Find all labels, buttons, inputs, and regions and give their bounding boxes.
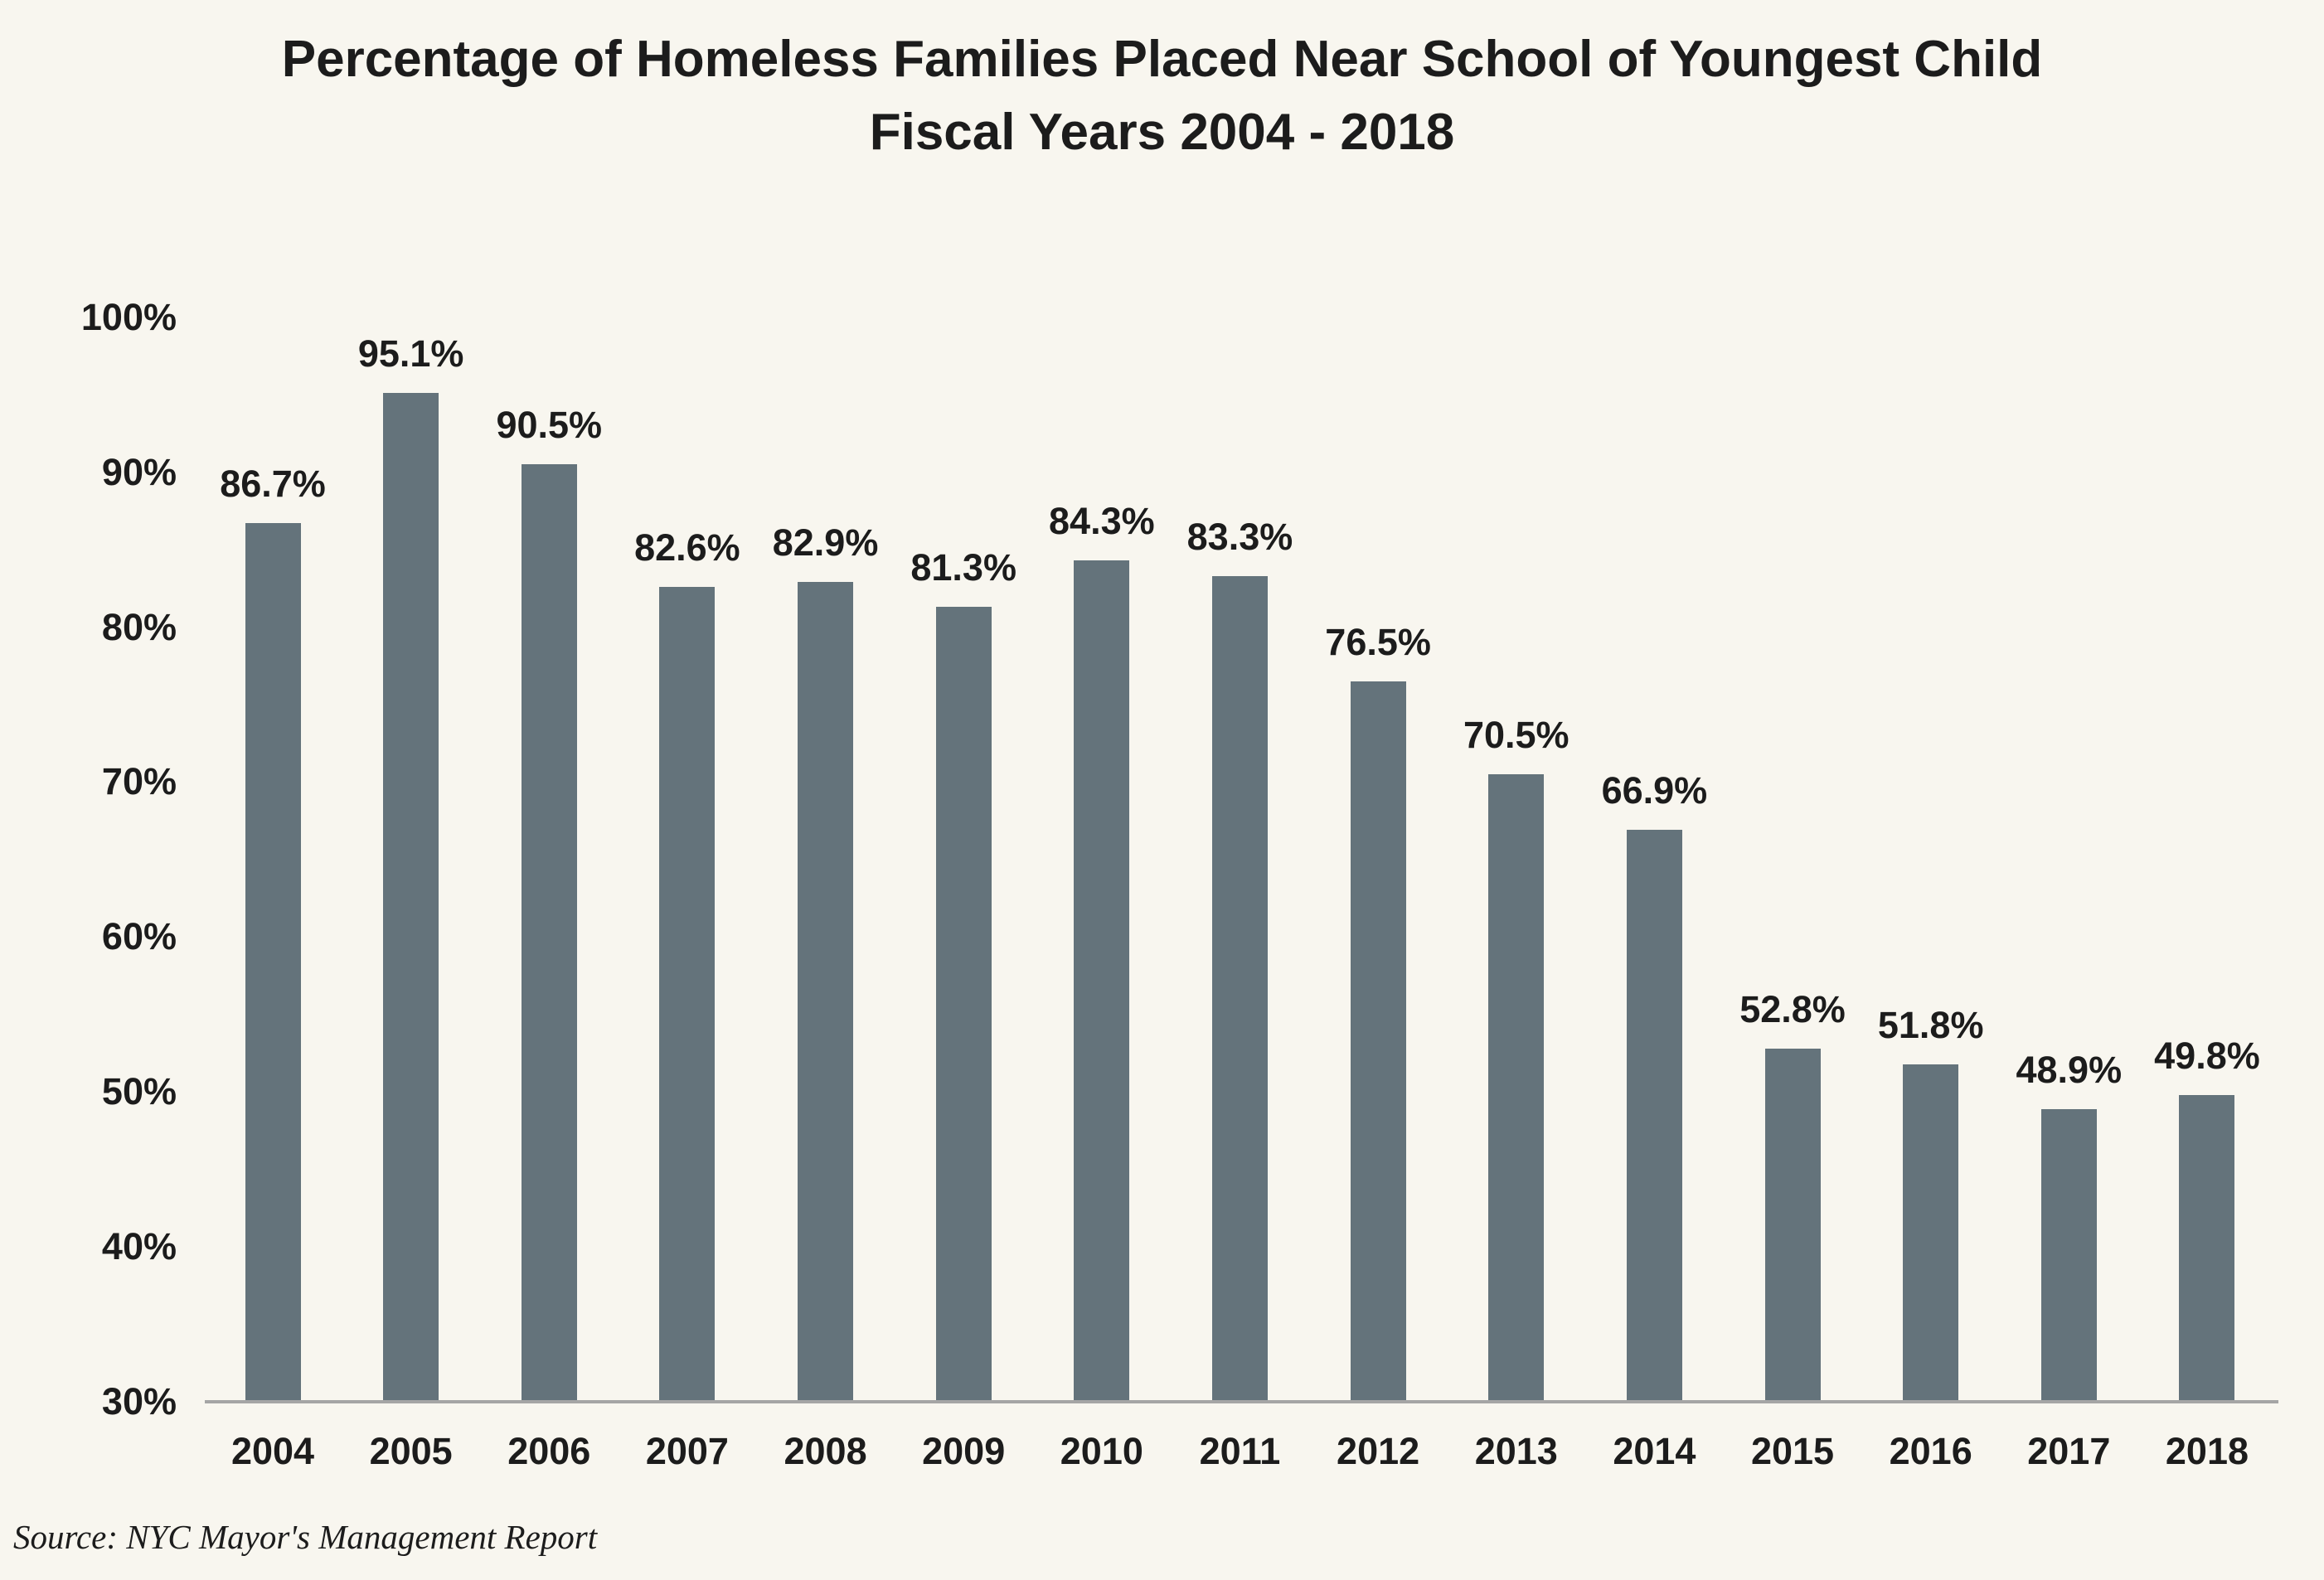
value-label-2015: 52.8% [1739, 987, 1846, 1030]
x-axis-label-2010: 2010 [1060, 1430, 1143, 1472]
x-axis-label-2009: 2009 [922, 1430, 1006, 1472]
x-axis-label-2014: 2014 [1613, 1430, 1696, 1472]
x-axis-label-2005: 2005 [369, 1430, 453, 1472]
value-label-2008: 82.9% [772, 521, 879, 565]
value-label-2006: 90.5% [496, 404, 603, 447]
x-axis-label-2013: 2013 [1474, 1430, 1558, 1472]
value-label-2004: 86.7% [220, 463, 326, 506]
value-label-2013: 70.5% [1463, 714, 1570, 757]
bar-2006 [521, 464, 577, 1403]
x-axis-label-2015: 2015 [1750, 1430, 1835, 1472]
bar-2010 [1074, 560, 1130, 1403]
y-axis-tick-label-90: 90% [101, 450, 177, 493]
x-axis-label-2008: 2008 [784, 1430, 867, 1472]
y-axis-tick-label-70: 70% [101, 760, 177, 803]
x-axis-label-2012: 2012 [1337, 1430, 1420, 1472]
bar-2017 [2040, 1108, 2097, 1403]
x-axis-label-2017: 2017 [2027, 1430, 2111, 1472]
chart-title-line1: Percentage of Homeless Families Placed N… [281, 31, 2043, 88]
bar-2016 [1903, 1064, 1959, 1403]
bar-2009 [935, 607, 992, 1403]
bar-2011 [1211, 575, 1268, 1403]
x-axis-label-2011: 2011 [1199, 1430, 1281, 1472]
x-axis-label-2004: 2004 [230, 1430, 315, 1472]
value-label-2016: 51.8% [1877, 1003, 1984, 1046]
y-axis-tick-label-50: 50% [101, 1070, 177, 1113]
bar-2013 [1488, 774, 1545, 1403]
bar-2007 [659, 586, 716, 1403]
bar-2018 [2179, 1094, 2235, 1403]
chart-title-line2: Fiscal Years 2004 - 2018 [869, 104, 1455, 161]
y-axis-tick-label-80: 80% [101, 605, 177, 648]
source-note: Source: NYC Mayor's Management Report [13, 1518, 598, 1556]
y-axis-tick-label-40: 40% [101, 1225, 177, 1268]
bar-2004 [245, 523, 301, 1403]
chart-title: Percentage of Homeless Families Placed N… [0, 23, 2324, 169]
bar-2014 [1626, 830, 1682, 1403]
x-axis-label-2006: 2006 [507, 1430, 591, 1472]
x-axis-label-2016: 2016 [1889, 1430, 1972, 1472]
value-label-2017: 48.9% [2016, 1048, 2123, 1091]
y-axis-tick-label-60: 60% [101, 915, 177, 958]
y-axis-tick-label-30: 30% [101, 1380, 177, 1422]
bar-2015 [1764, 1048, 1821, 1403]
value-label-2018: 49.8% [2154, 1034, 2260, 1077]
value-label-2012: 76.5% [1325, 620, 1431, 663]
bar-2008 [798, 582, 854, 1403]
value-label-2010: 84.3% [1049, 500, 1155, 543]
y-axis-tick-label-100: 100% [80, 295, 177, 338]
x-axis-label-2007: 2007 [645, 1430, 729, 1472]
bar-2005 [383, 393, 439, 1403]
x-axis-label-2018: 2018 [2165, 1430, 2249, 1472]
value-label-2014: 66.9% [1601, 769, 1708, 812]
x-axis-line [205, 1400, 2278, 1403]
value-label-2005: 95.1% [357, 332, 464, 376]
value-label-2011: 83.3% [1186, 515, 1293, 558]
value-label-2007: 82.6% [634, 526, 740, 569]
value-label-2009: 81.3% [910, 546, 1016, 589]
bar-2012 [1350, 681, 1406, 1403]
